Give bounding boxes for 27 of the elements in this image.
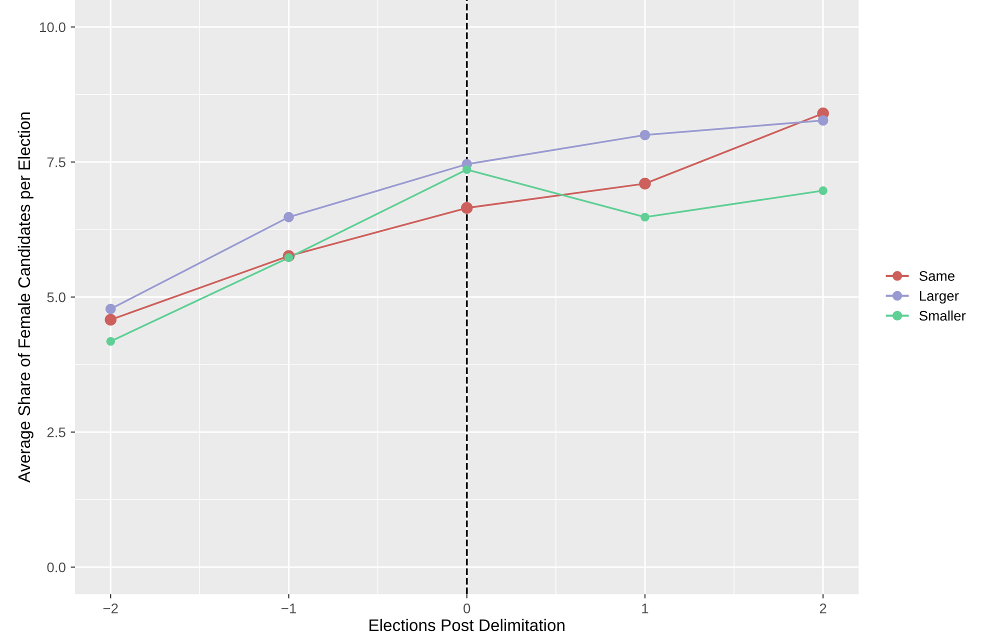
x-tick-label: −2 <box>103 604 118 614</box>
y-tick-label: 7.5 <box>47 158 66 168</box>
point <box>460 202 473 214</box>
y-axis-title: Average Share of Female Candidates per Election <box>18 112 34 483</box>
y-tick-label: 0.0 <box>47 562 66 572</box>
legend-label: Smaller <box>919 310 966 321</box>
point <box>106 336 116 346</box>
y-tick-label: 2.5 <box>47 427 66 438</box>
x-tick-label: 1 <box>642 604 648 614</box>
y-tick-label: 10.0 <box>40 22 66 32</box>
point <box>105 304 116 314</box>
legend-label: Larger <box>920 291 959 304</box>
point <box>818 186 828 196</box>
x-tick-label: 2 <box>820 604 826 614</box>
point <box>640 212 650 222</box>
point <box>639 178 651 190</box>
point <box>104 314 117 326</box>
point <box>462 165 472 174</box>
point <box>640 130 650 140</box>
legend-label: Same <box>919 271 954 281</box>
point <box>818 115 828 126</box>
x-tick-label: −1 <box>282 604 296 614</box>
y-tick-label: 5.0 <box>47 292 66 302</box>
x-tick-label: 0 <box>464 604 470 614</box>
point <box>284 253 294 262</box>
x-axis-title: Elections Post Delimitation <box>370 618 564 632</box>
point <box>284 212 294 222</box>
